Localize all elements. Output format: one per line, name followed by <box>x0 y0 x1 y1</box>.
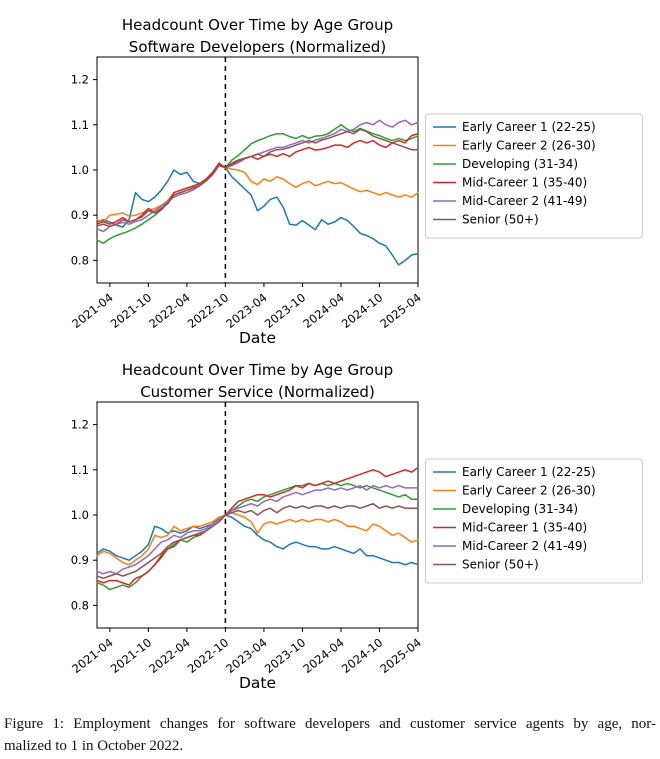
x-tick-label: 2022-10 <box>185 290 231 331</box>
chart-subtitle: Software Developers (Normalized) <box>129 38 386 56</box>
series-line-senior-50 <box>96 128 419 228</box>
y-tick-label: 0.8 <box>71 253 89 267</box>
legend-label-mid-career-2-41-49: Mid-Career 2 (41-49) <box>462 539 587 553</box>
x-tick-label: 2024-10 <box>339 290 385 331</box>
legend-label-mid-career-1-35-40: Mid-Career 1 (35-40) <box>462 176 587 190</box>
x-tick-label: 2022-04 <box>146 290 192 331</box>
x-tick-label: 2024-10 <box>339 635 385 676</box>
x-tick-label: 2024-04 <box>300 635 346 676</box>
series-line-mid-career-1-35-40 <box>96 466 419 586</box>
legend-box <box>425 458 643 584</box>
x-tick-label: 2024-04 <box>300 290 346 331</box>
chart-subtitle: Customer Service (Normalized) <box>140 383 375 401</box>
chart-title: Headcount Over Time by Age Group <box>122 16 393 34</box>
x-tick-label: 2021-04 <box>69 290 115 331</box>
legend-label-early-career-2-26-30: Early Career 2 (26-30) <box>462 139 596 153</box>
y-tick-label: 0.9 <box>71 208 89 222</box>
chart-customer-service: Headcount Over Time by Age Group Customer… <box>69 361 643 692</box>
figure-caption: Figure 1: Employment changes for softwar… <box>4 714 656 758</box>
chart-section-software-developers: Headcount Over Time by Age Group Software… <box>0 0 660 352</box>
legend-label-early-career-2-26-30: Early Career 2 (26-30) <box>462 484 596 498</box>
chart-software-developers: Headcount Over Time by Age Group Software… <box>69 16 643 347</box>
series-line-early-career-1-22-25 <box>96 162 419 266</box>
series-line-mid-career-2-41-49 <box>96 484 419 575</box>
chart-section-customer-service: Headcount Over Time by Age Group Customer… <box>0 352 660 704</box>
y-tick-label: 1.1 <box>71 463 89 477</box>
plot-border <box>96 56 419 284</box>
legend-label-senior-50: Senior (50+) <box>462 213 539 227</box>
x-tick-label: 2022-10 <box>185 635 231 676</box>
series-line-mid-career-1-35-40 <box>96 133 419 225</box>
x-tick-label: 2021-10 <box>108 290 154 331</box>
x-tick-label: 2025-04 <box>377 635 423 676</box>
y-tick-label: 1.0 <box>71 163 89 177</box>
y-tick-label: 0.8 <box>71 598 89 612</box>
y-tick-label: 1.2 <box>71 73 89 87</box>
legend-label-mid-career-2-41-49: Mid-Career 2 (41-49) <box>462 194 587 208</box>
x-tick-label: 2022-04 <box>146 635 192 676</box>
x-tick-label: 2023-10 <box>262 635 308 676</box>
chart-title: Headcount Over Time by Age Group <box>122 361 393 379</box>
legend-label-developing-31-34: Developing (31-34) <box>462 157 578 171</box>
y-tick-label: 1.0 <box>71 508 89 522</box>
legend-label-mid-career-1-35-40: Mid-Career 1 (35-40) <box>462 521 587 535</box>
x-axis-label: Date <box>239 329 276 347</box>
x-tick-label: 2021-10 <box>108 635 154 676</box>
y-tick-label: 1.2 <box>71 418 89 432</box>
legend-label-developing-31-34: Developing (31-34) <box>462 502 578 516</box>
y-tick-label: 1.1 <box>71 118 89 132</box>
y-tick-label: 0.9 <box>71 553 89 567</box>
legend-box <box>425 113 643 239</box>
legend-label-early-career-1-22-25: Early Career 1 (22-25) <box>462 120 596 134</box>
caption-line-2: malized to 1 in October 2022. <box>4 737 184 754</box>
legend-label-senior-50: Senior (50+) <box>462 558 539 572</box>
caption-line-1: Figure 1: Employment changes for softwar… <box>4 716 656 732</box>
legend-label-early-career-1-22-25: Early Career 1 (22-25) <box>462 465 596 479</box>
x-tick-label: 2025-04 <box>377 290 423 331</box>
series-line-senior-50 <box>96 502 419 580</box>
x-tick-label: 2023-10 <box>262 290 308 331</box>
x-tick-label: 2021-04 <box>69 635 115 676</box>
series-line-early-career-2-26-30 <box>96 511 419 566</box>
x-axis-label: Date <box>239 674 276 692</box>
x-tick-label: 2023-04 <box>223 635 269 676</box>
series-line-early-career-1-22-25 <box>96 514 419 566</box>
x-tick-label: 2023-04 <box>223 290 269 331</box>
